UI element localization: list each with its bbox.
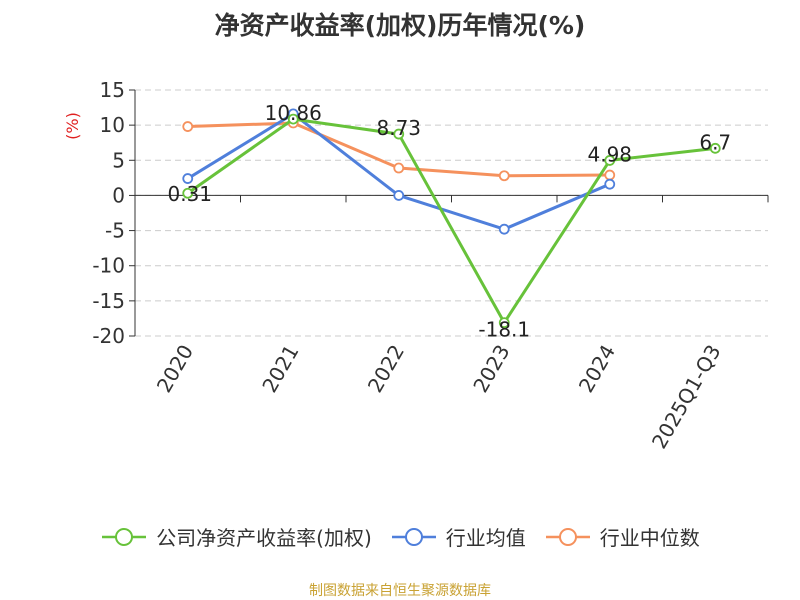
legend-item[interactable]: 行业均值 bbox=[390, 522, 526, 551]
legend-label: 行业中位数 bbox=[599, 526, 700, 550]
data-point bbox=[182, 121, 194, 132]
data-label: 8.73 bbox=[376, 116, 421, 140]
y-tick-label: -5 bbox=[105, 219, 125, 243]
y-tick-label: 5 bbox=[112, 148, 125, 172]
y-tick-label: 10 bbox=[100, 113, 125, 137]
y-tick-label: -20 bbox=[92, 324, 125, 348]
data-point bbox=[498, 170, 510, 182]
x-tick-label: 2022 bbox=[363, 341, 409, 397]
legend: 公司净资产收益率(加权) 行业均值 行业中位数 bbox=[0, 522, 800, 551]
data-source-note: 制图数据来自恒生聚源数据库 bbox=[309, 583, 491, 599]
legend-marker bbox=[545, 527, 590, 546]
x-tick-label: 2020 bbox=[152, 341, 198, 397]
data-point bbox=[709, 142, 721, 154]
x-tick-label: 2025Q1-Q3 bbox=[647, 341, 726, 453]
legend-marker bbox=[391, 527, 436, 546]
x-tick-label: 2024 bbox=[574, 341, 620, 397]
data-point bbox=[498, 317, 510, 329]
data-label: -18.1 bbox=[478, 318, 530, 342]
legend-label: 行业均值 bbox=[445, 526, 526, 550]
legend-item[interactable]: 行业中位数 bbox=[544, 522, 700, 551]
data-point bbox=[182, 173, 194, 184]
series-lines bbox=[182, 108, 721, 329]
legend-item[interactable]: 公司净资产收益率(加权) bbox=[100, 522, 372, 551]
data-label: 0.31 bbox=[167, 182, 212, 206]
data-point bbox=[287, 113, 299, 125]
y-tick-label: -10 bbox=[92, 254, 125, 278]
x-tick-label: 2021 bbox=[257, 341, 303, 397]
y-tick-label: 0 bbox=[112, 183, 125, 207]
data-point bbox=[604, 155, 616, 166]
legend-marker bbox=[102, 527, 147, 546]
chart-title: 净资产收益率(加权)历年情况(%) bbox=[214, 11, 586, 40]
y-tick-label: -15 bbox=[92, 289, 125, 313]
data-label: 6.7 bbox=[699, 130, 731, 154]
data-point bbox=[604, 169, 616, 181]
data-label: 10.86 bbox=[265, 101, 322, 125]
y-tick-label: 15 bbox=[100, 78, 125, 102]
data-point bbox=[393, 162, 405, 174]
data-point bbox=[393, 190, 405, 201]
legend-label: 公司净资产收益率(加权) bbox=[156, 526, 372, 550]
x-tick-label: 2023 bbox=[468, 341, 514, 397]
data-point bbox=[498, 223, 510, 235]
data-point bbox=[393, 128, 405, 140]
data-labels: 0.31 10.86 8.73 -18.1 4.98 6.7 bbox=[167, 101, 731, 342]
data-point bbox=[182, 187, 194, 199]
series-line bbox=[186, 117, 716, 325]
data-label: 4.98 bbox=[587, 142, 632, 166]
y-axis-unit-label: (%) bbox=[63, 112, 82, 140]
data-point bbox=[604, 178, 616, 190]
